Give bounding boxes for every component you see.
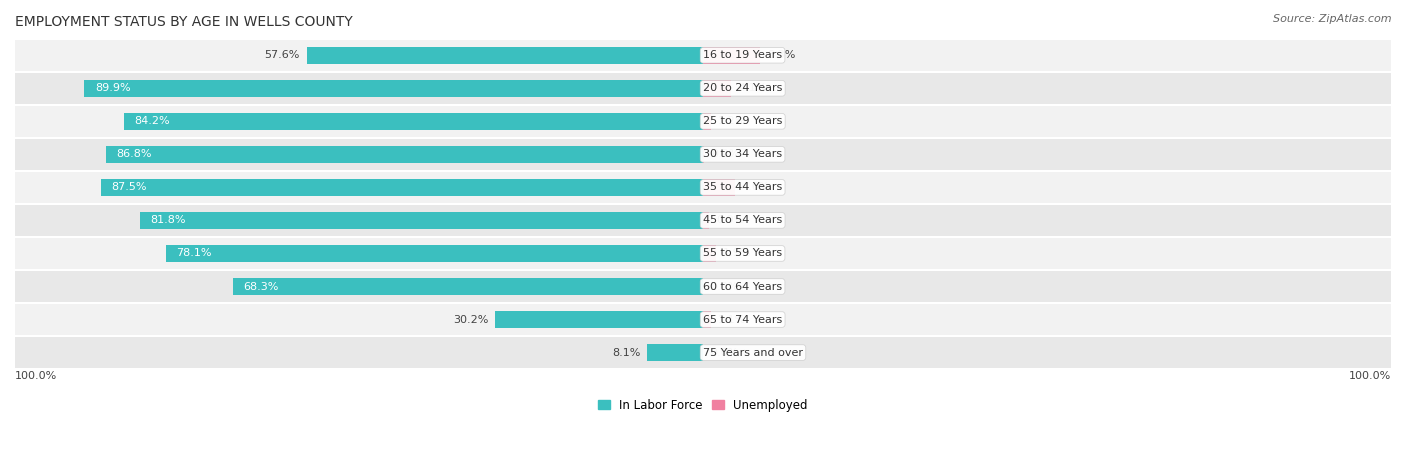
Bar: [15, 138, 1391, 171]
Bar: [166, 245, 703, 262]
Bar: [15, 303, 1391, 336]
Bar: [15, 171, 1391, 204]
Text: 78.1%: 78.1%: [176, 249, 211, 258]
Text: 8.3%: 8.3%: [768, 50, 796, 60]
Bar: [703, 179, 735, 196]
Bar: [703, 245, 716, 262]
Text: 0.0%: 0.0%: [710, 281, 738, 291]
Text: 30 to 34 Years: 30 to 34 Years: [703, 149, 782, 159]
Text: 81.8%: 81.8%: [150, 216, 186, 226]
Bar: [703, 47, 761, 64]
Text: 60 to 64 Years: 60 to 64 Years: [703, 281, 782, 291]
Bar: [15, 336, 1391, 369]
Text: 55 to 59 Years: 55 to 59 Years: [703, 249, 782, 258]
Text: 1.1%: 1.1%: [717, 314, 745, 325]
Text: 89.9%: 89.9%: [94, 83, 131, 93]
Bar: [647, 344, 703, 361]
Text: EMPLOYMENT STATUS BY AGE IN WELLS COUNTY: EMPLOYMENT STATUS BY AGE IN WELLS COUNTY: [15, 15, 353, 29]
Text: 100.0%: 100.0%: [1348, 371, 1391, 381]
Text: 45 to 54 Years: 45 to 54 Years: [703, 216, 782, 226]
Text: 30.2%: 30.2%: [453, 314, 488, 325]
Bar: [703, 80, 731, 97]
Text: 25 to 29 Years: 25 to 29 Years: [703, 116, 782, 126]
Text: 1.2%: 1.2%: [718, 116, 747, 126]
Text: 8.1%: 8.1%: [612, 348, 640, 358]
Text: 57.6%: 57.6%: [264, 50, 299, 60]
Bar: [141, 212, 703, 229]
Text: 75 Years and over: 75 Years and over: [703, 348, 803, 358]
Bar: [15, 204, 1391, 237]
Text: 87.5%: 87.5%: [111, 182, 146, 193]
Text: Source: ZipAtlas.com: Source: ZipAtlas.com: [1274, 14, 1392, 23]
Text: 0.2%: 0.2%: [711, 149, 740, 159]
Bar: [495, 311, 703, 328]
Legend: In Labor Force, Unemployed: In Labor Force, Unemployed: [598, 399, 808, 412]
Text: 0.0%: 0.0%: [710, 348, 738, 358]
Bar: [15, 237, 1391, 270]
Text: 0.9%: 0.9%: [716, 216, 744, 226]
Text: 35 to 44 Years: 35 to 44 Years: [703, 182, 782, 193]
Text: 4.1%: 4.1%: [738, 83, 766, 93]
Bar: [84, 80, 703, 97]
Text: 65 to 74 Years: 65 to 74 Years: [703, 314, 782, 325]
Text: 86.8%: 86.8%: [117, 149, 152, 159]
Bar: [105, 146, 703, 163]
Text: 68.3%: 68.3%: [243, 281, 278, 291]
Bar: [124, 113, 703, 130]
Text: 20 to 24 Years: 20 to 24 Years: [703, 83, 782, 93]
Bar: [703, 113, 711, 130]
Text: 4.6%: 4.6%: [741, 182, 770, 193]
Text: 1.9%: 1.9%: [723, 249, 751, 258]
Bar: [233, 278, 703, 295]
Text: 84.2%: 84.2%: [134, 116, 170, 126]
Bar: [101, 179, 703, 196]
Bar: [703, 212, 709, 229]
Bar: [15, 105, 1391, 138]
Text: 16 to 19 Years: 16 to 19 Years: [703, 50, 782, 60]
Bar: [15, 270, 1391, 303]
Bar: [703, 311, 710, 328]
Bar: [307, 47, 703, 64]
Bar: [15, 39, 1391, 72]
Bar: [15, 72, 1391, 105]
Text: 100.0%: 100.0%: [15, 371, 58, 381]
